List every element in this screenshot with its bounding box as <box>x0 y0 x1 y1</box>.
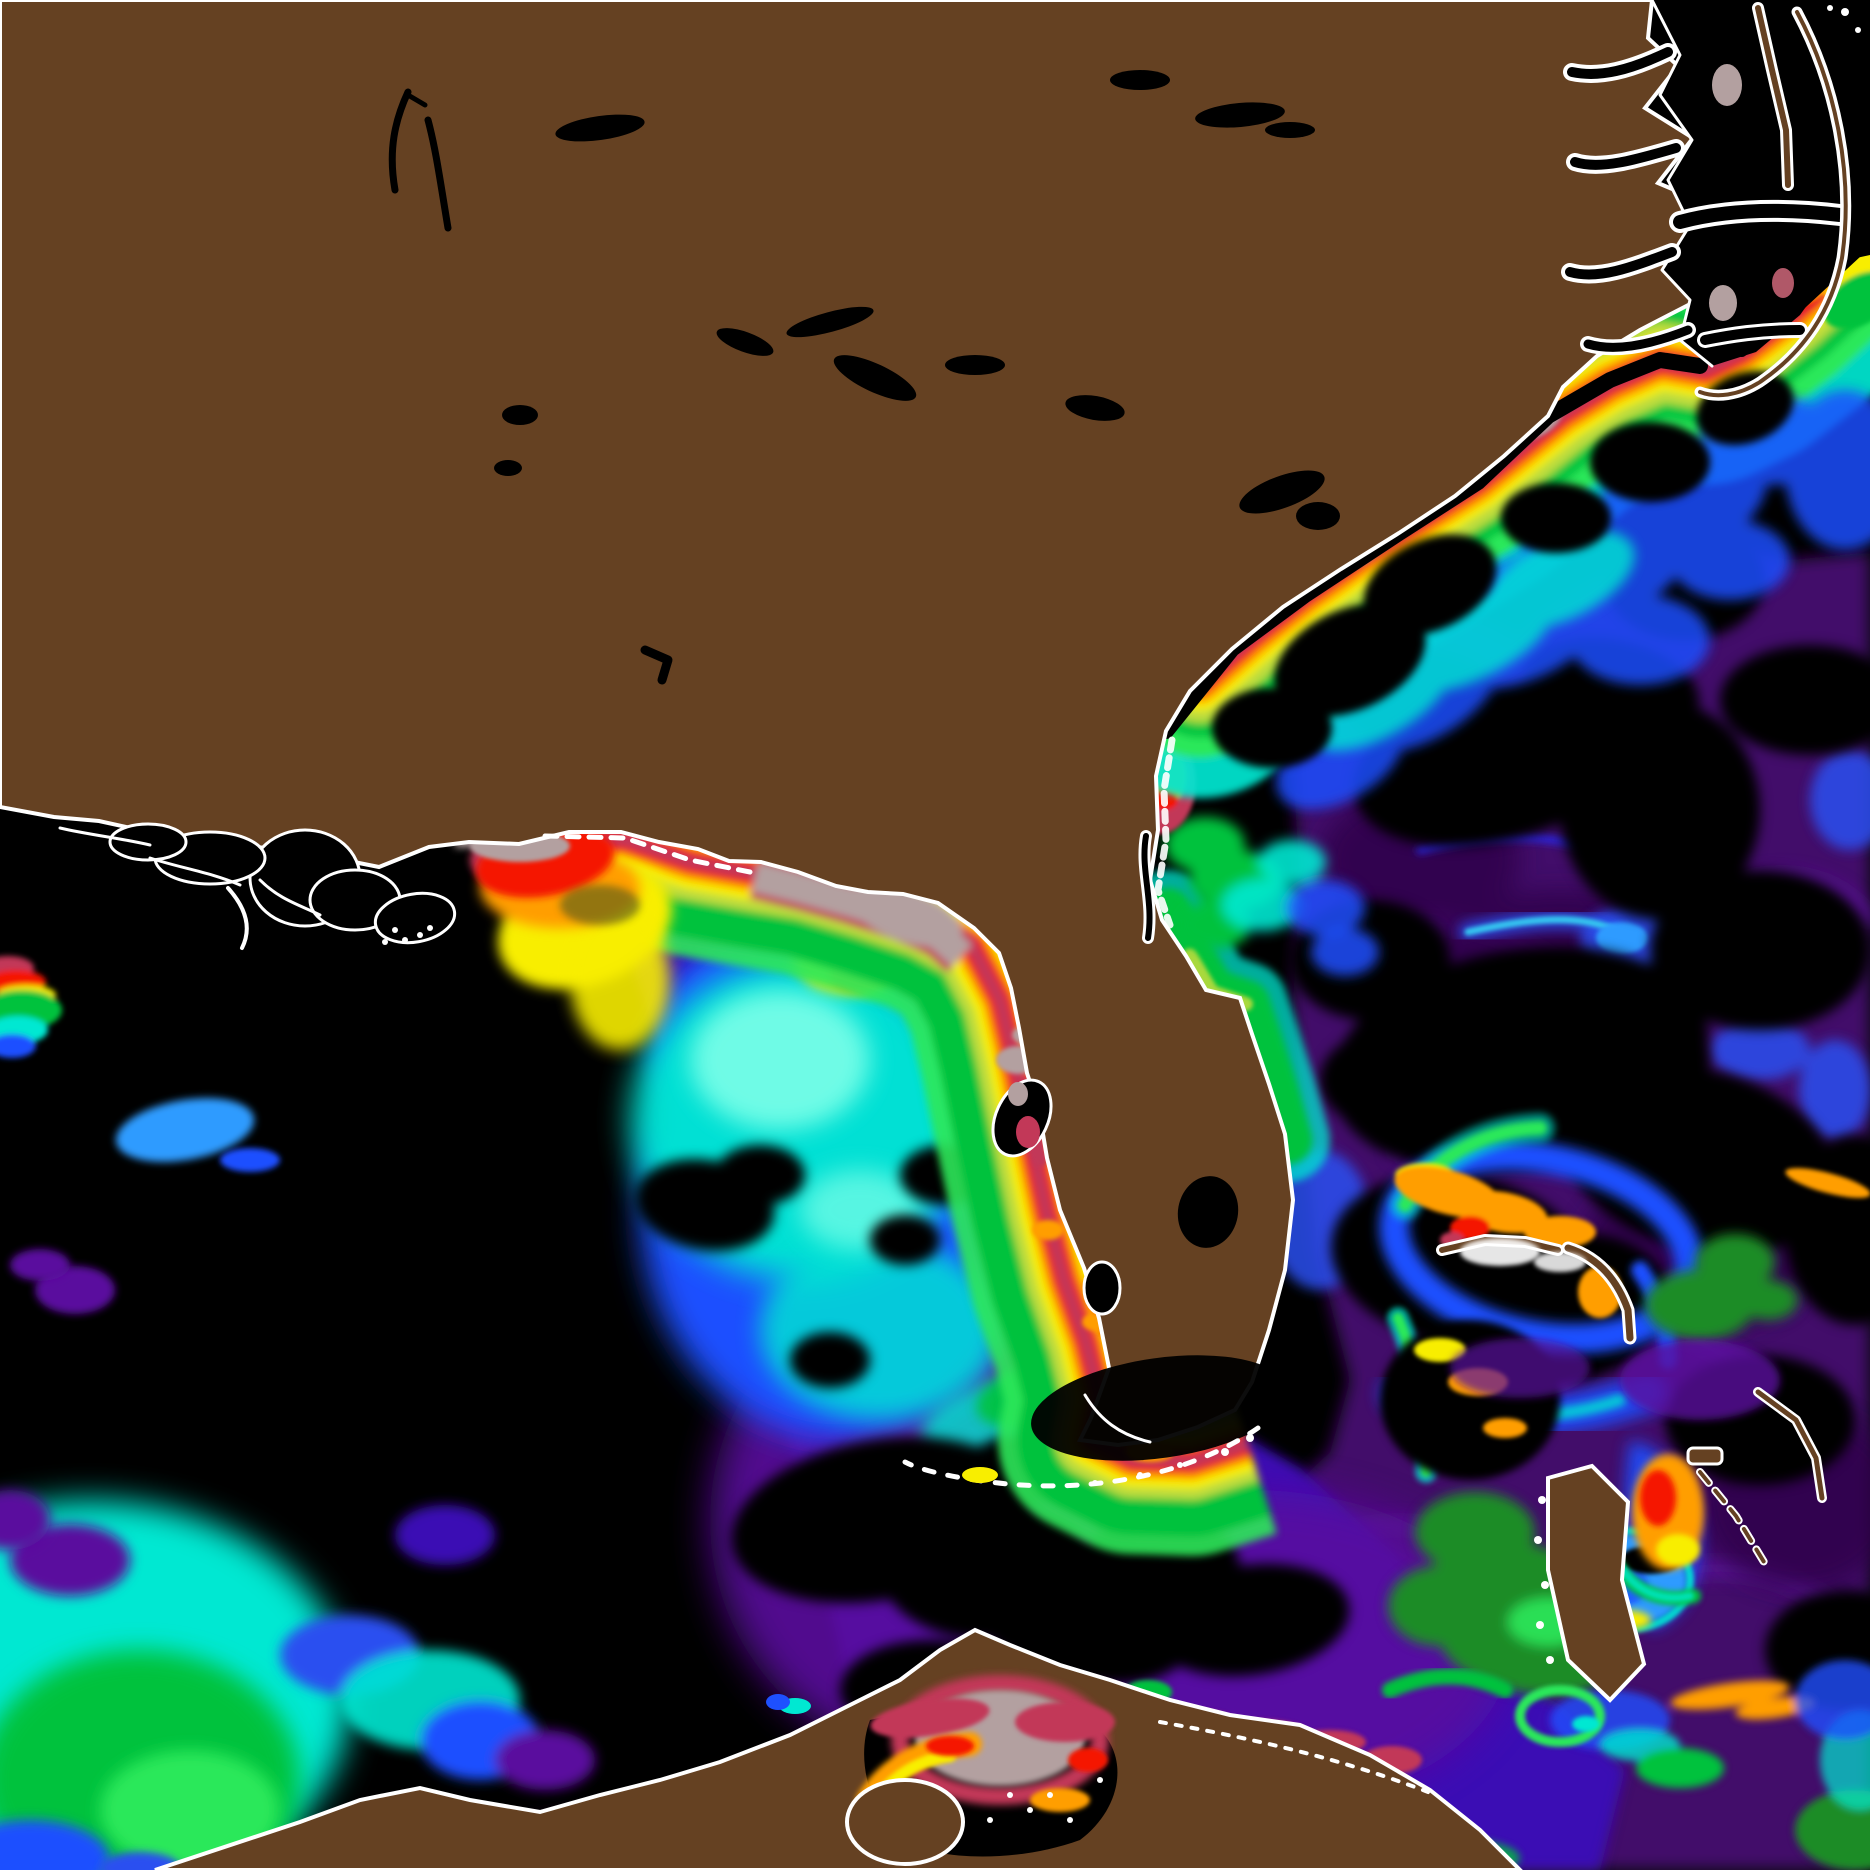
eleuthera-island <box>1755 1389 1825 1501</box>
lake-okeechobee <box>1177 1176 1239 1248</box>
cuba-north-cays <box>1158 1720 1430 1794</box>
chandeleur-islands <box>226 886 249 950</box>
exuma-cays <box>1698 1470 1766 1564</box>
inland-lakes <box>388 70 1340 944</box>
exuma-sound-hotspot <box>1605 1454 1704 1606</box>
carolinas-band-details <box>1158 244 1870 810</box>
mid-bottom-patches <box>280 1505 595 1790</box>
andros-island <box>1546 1463 1647 1703</box>
andros-west-speckles <box>1534 1496 1554 1664</box>
cuba <box>154 1627 1523 1870</box>
charlotte-harbor <box>1082 1260 1122 1316</box>
new-providence-island <box>1686 1446 1724 1466</box>
florida-keys <box>902 1425 1261 1489</box>
left-edge-mini-bloom <box>0 956 62 1058</box>
gulf-stream-cyan-streak <box>1458 909 1648 954</box>
pamlico-albemarle-sounds <box>1561 0 1870 401</box>
isla-de-la-juventud <box>845 1778 965 1866</box>
cuba-mainland <box>154 1627 1523 1870</box>
estuary-rivers <box>1561 43 1851 356</box>
shoal-speckles <box>1827 5 1861 33</box>
everglades-dark-area <box>1031 1355 1289 1461</box>
panhandle-barrier-islands <box>542 833 753 875</box>
gulf-coast-marsh <box>58 822 753 950</box>
bahamas-waters <box>1379 1113 1870 1870</box>
west-gulf-patches <box>0 956 595 1870</box>
st-johns-river <box>1141 833 1153 941</box>
batabano-cays <box>987 1777 1103 1823</box>
georgia-sea-islands <box>1154 736 1176 929</box>
estuary-sediment-patch <box>1712 64 1742 106</box>
florida-details <box>991 736 1289 1461</box>
abaco-island <box>1564 1244 1634 1342</box>
panhandle-bloom <box>400 826 673 1050</box>
southwest-corner-bloom <box>0 1490 350 1870</box>
band-cloud-gaps <box>1212 370 1794 768</box>
southern-bahamas-bits <box>1450 1338 1870 1870</box>
bahamas-islands <box>1436 1234 1827 1703</box>
